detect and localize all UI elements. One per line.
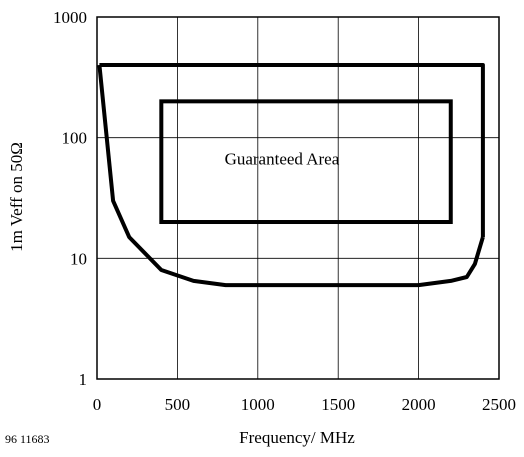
plot-frame	[96, 16, 500, 380]
figure-id: 96 11683	[5, 432, 50, 446]
y-axis-ticks: 1 10 100 1000	[53, 8, 87, 389]
grid	[97, 17, 499, 379]
x-tick-label: 1500	[321, 395, 355, 414]
y-axis-label: 1m Veff on 50Ω	[7, 142, 26, 252]
guaranteed-area-rect	[159, 99, 453, 225]
x-tick-label: 1000	[241, 395, 275, 414]
series-line-1	[99, 63, 485, 238]
y-tick-label: 1000	[53, 8, 87, 27]
series-group	[97, 63, 485, 288]
y-tick-label: 1	[79, 370, 88, 389]
y-tick-label: 100	[62, 129, 88, 148]
series-line-0	[97, 64, 485, 288]
y-tick-label: 10	[70, 249, 87, 268]
x-tick-label: 2500	[482, 395, 516, 414]
x-axis-ticks: 0 500 1000 1500 2000 2500	[93, 395, 516, 414]
x-tick-label: 0	[93, 395, 102, 414]
annotation-label: Guaranteed Area	[225, 149, 340, 168]
annotations: Guaranteed Area	[225, 149, 340, 168]
x-tick-label: 2000	[402, 395, 436, 414]
x-tick-label: 500	[165, 395, 191, 414]
x-axis-label: Frequency/ MHz	[239, 428, 355, 447]
